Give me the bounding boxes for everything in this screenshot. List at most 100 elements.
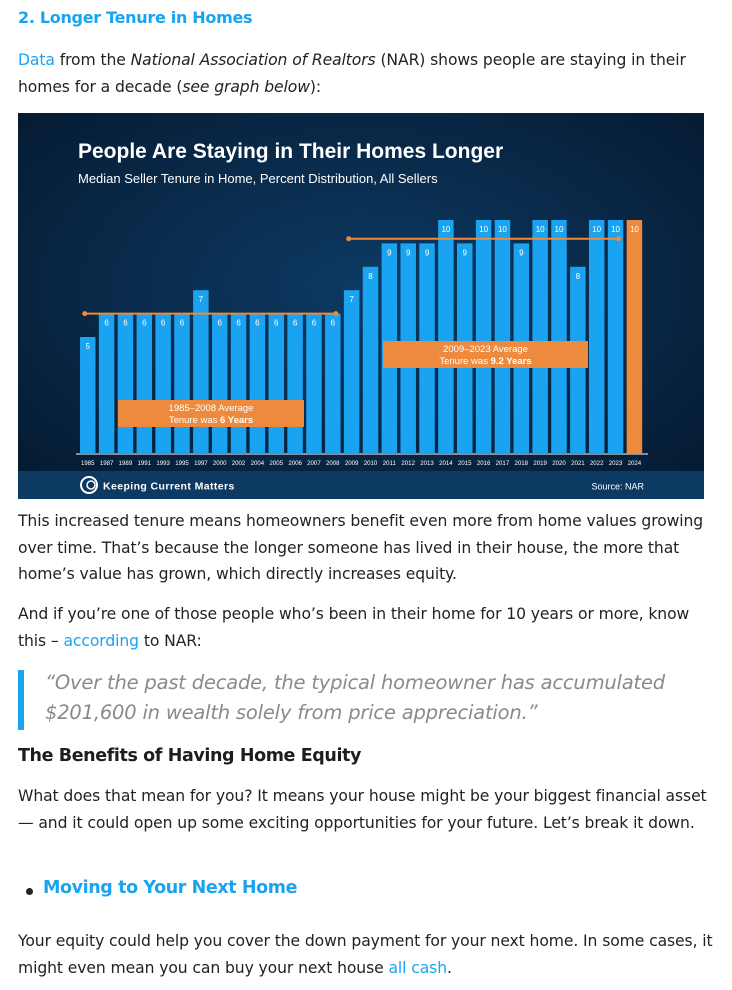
tick-label-1989: 1989: [119, 460, 133, 467]
value-label-2020: 10: [555, 225, 564, 234]
tick-label-2012: 2012: [401, 460, 415, 467]
value-label-2019: 10: [536, 225, 545, 234]
tick-label-2018: 2018: [515, 460, 529, 467]
bar-1985: [80, 337, 96, 454]
tick-label-2023: 2023: [609, 460, 623, 467]
bar-2023: [607, 220, 624, 454]
value-label-2022: 10: [592, 225, 601, 234]
bar-1995: [174, 313, 190, 454]
tick-label-2013: 2013: [420, 460, 434, 467]
value-label-2005: 6: [274, 319, 279, 328]
benefits-heading: The Benefits of Having Home Equity: [18, 746, 362, 766]
value-label-2014: 10: [441, 225, 450, 234]
bar-2010: [362, 266, 379, 454]
bar-2008: [325, 313, 341, 454]
chart-footer: [18, 471, 704, 499]
tick-label-1987: 1987: [100, 460, 114, 467]
bar-1997: [193, 290, 209, 454]
value-label-2011: 9: [387, 248, 392, 257]
average-subtext-0: Tenure was 6 Years: [169, 415, 253, 426]
value-label-1991: 6: [142, 319, 147, 328]
value-label-2008: 6: [331, 319, 336, 328]
value-label-1995: 6: [180, 319, 185, 328]
down-payment-text: Your equity could help you cover the dow…: [18, 932, 713, 977]
chart-source: Source: NAR: [591, 482, 644, 492]
value-label-1989: 6: [123, 319, 128, 328]
average-line-end-1: [616, 236, 622, 242]
value-label-2017: 10: [498, 225, 507, 234]
value-label-2023: 10: [611, 225, 620, 234]
down-payment-paragraph: Your equity could help you cover the dow…: [18, 928, 718, 981]
tick-label-2021: 2021: [571, 460, 585, 467]
tick-label-2017: 2017: [496, 460, 510, 467]
bar-2007: [306, 313, 322, 454]
intro-text-1: from the: [54, 51, 131, 69]
bar-2016: [475, 220, 492, 454]
tick-label-2007: 2007: [307, 460, 321, 467]
bar-2000: [211, 313, 228, 454]
value-label-1997: 7: [199, 295, 204, 304]
value-label-2024: 10: [630, 225, 639, 234]
value-label-2009: 7: [349, 295, 354, 304]
bar-1993: [155, 313, 171, 454]
bar-2022: [588, 220, 605, 454]
value-label-1985: 5: [86, 342, 91, 351]
intro-text-2: (NAR) shows people are staying in their …: [18, 51, 686, 96]
chart-subtitle: Median Seller Tenure in Home, Percent Di…: [78, 171, 438, 186]
chart-title: People Are Staying in Their Homes Longer: [78, 140, 503, 163]
bar-2004: [249, 313, 266, 454]
section-heading: 2. Longer Tenure in Homes: [18, 8, 253, 27]
nar-paragraph: And if you’re one of those people who’s …: [18, 601, 718, 654]
value-label-1987: 6: [104, 319, 109, 328]
value-label-2004: 6: [255, 319, 260, 328]
tick-label-1997: 1997: [194, 460, 208, 467]
bar-2019: [532, 220, 548, 454]
tick-label-2022: 2022: [590, 460, 604, 467]
according-link[interactable]: according: [63, 631, 139, 650]
value-label-2007: 6: [312, 319, 317, 328]
all-cash-link[interactable]: all cash: [388, 958, 447, 977]
tick-label-2015: 2015: [458, 460, 472, 467]
value-label-2006: 6: [293, 319, 298, 328]
average-text-1: 2009–2023 Average: [443, 344, 528, 355]
tick-label-2010: 2010: [364, 460, 378, 467]
equity-paragraph: This increased tenure means homeowners b…: [18, 512, 704, 583]
value-label-2012: 9: [406, 248, 411, 257]
average-line-end-0: [82, 311, 88, 317]
bar-2014: [438, 220, 454, 454]
value-label-2016: 10: [479, 225, 488, 234]
value-label-2021: 8: [576, 272, 581, 281]
bar-2024: [626, 220, 643, 454]
footer-brand: Keeping Current Matters: [103, 481, 235, 493]
value-label-2013: 9: [425, 248, 430, 257]
intro-org: National Association of Realtors: [130, 51, 376, 69]
bar-2020: [551, 220, 567, 454]
value-label-2010: 8: [368, 272, 373, 281]
tick-label-1985: 1985: [81, 460, 95, 467]
average-text-0: 1985–2008 Average: [169, 403, 254, 414]
tick-label-2006: 2006: [288, 460, 302, 467]
down-payment-end: .: [446, 958, 452, 977]
bar-2009: [343, 290, 360, 454]
kcm-logo-icon: [80, 476, 98, 494]
quote-text: “Over the past decade, the typical homeo…: [45, 671, 665, 724]
tick-label-2005: 2005: [269, 460, 283, 467]
nar-text-1: And if you’re one of those people who’s …: [18, 605, 690, 650]
average-line-end-1: [346, 236, 352, 242]
moving-home-link[interactable]: Moving to Your Next Home: [43, 878, 298, 898]
tick-label-1993: 1993: [156, 460, 170, 467]
bar-2002: [230, 313, 247, 454]
bar-2006: [287, 313, 303, 454]
blockquote: “Over the past decade, the typical homeo…: [18, 668, 718, 730]
intro-text-3: ):: [309, 77, 321, 96]
bar-2017: [494, 220, 511, 454]
tick-label-2014: 2014: [439, 460, 453, 467]
data-link[interactable]: Data: [18, 51, 55, 69]
value-label-1993: 6: [161, 319, 166, 328]
bar-1989: [117, 313, 134, 454]
tick-label-2024: 2024: [628, 460, 642, 467]
value-label-2002: 6: [236, 319, 241, 328]
bullet-dot-icon: [26, 888, 33, 895]
average-box-0: [118, 400, 304, 427]
